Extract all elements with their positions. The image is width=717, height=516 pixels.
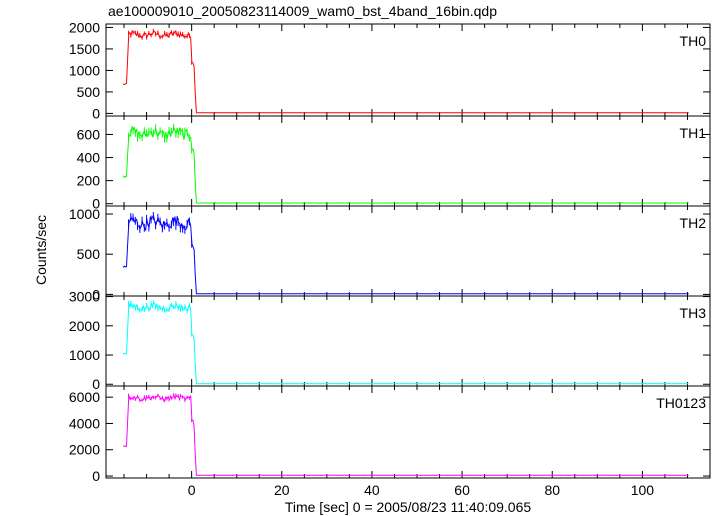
panel-label-th1: TH1 [680, 125, 707, 141]
y-tick-label: 2000 [69, 318, 100, 334]
y-tick-label: 2000 [69, 442, 100, 458]
series-line-th0 [122, 30, 689, 114]
panel-label-th0: TH0 [680, 33, 707, 49]
y-tick-label: 0 [92, 286, 100, 302]
series-line-th2 [122, 215, 689, 295]
y-tick-label: 4000 [69, 415, 100, 431]
x-tick-label: 80 [544, 482, 560, 498]
y-tick-label: 0 [92, 468, 100, 484]
y-tick-label: 1000 [69, 347, 100, 363]
panel-label-th2: TH2 [680, 215, 707, 231]
x-axis-title: Time [sec] 0 = 2005/08/23 11:40:09.065 [285, 499, 532, 515]
panel-frame-th1 [105, 115, 711, 207]
y-tick-label: 1000 [69, 62, 100, 78]
y-tick-label: 200 [77, 173, 101, 189]
panel-frame-th3 [105, 295, 711, 387]
y-tick-label: 500 [77, 246, 101, 262]
y-tick-label: 500 [77, 84, 101, 100]
y-tick-label: 3000 [69, 289, 100, 305]
panel-label-th3: TH3 [680, 305, 707, 321]
panel-label-th0123: TH0123 [656, 395, 706, 411]
y-tick-label: 0 [92, 376, 100, 392]
x-tick-label: 100 [631, 482, 655, 498]
series-line-th1 [122, 125, 689, 204]
y-tick-label: 2000 [69, 19, 100, 35]
panel-frame-th2 [105, 205, 711, 297]
y-tick-label: 6000 [69, 389, 100, 405]
series-line-th0123 [122, 393, 689, 476]
y-tick-label: 1500 [69, 41, 100, 57]
y-tick-label: 0 [92, 196, 100, 212]
chart-title: ae100009010_20050823114009_wam0_bst_4ban… [108, 3, 497, 19]
panel-frame-th0 [105, 23, 711, 117]
x-tick-label: 60 [454, 482, 470, 498]
series-line-th3 [122, 301, 689, 385]
x-tick-label: 20 [274, 482, 290, 498]
y-tick-label: 0 [92, 105, 100, 121]
panel-frame-th0123 [105, 385, 711, 479]
x-tick-label: 0 [188, 482, 196, 498]
y-axis-title: Counts/sec [33, 215, 49, 285]
y-tick-label: 1000 [69, 206, 100, 222]
y-tick-label: 400 [77, 150, 101, 166]
x-tick-label: 40 [364, 482, 380, 498]
y-tick-label: 600 [77, 126, 101, 142]
